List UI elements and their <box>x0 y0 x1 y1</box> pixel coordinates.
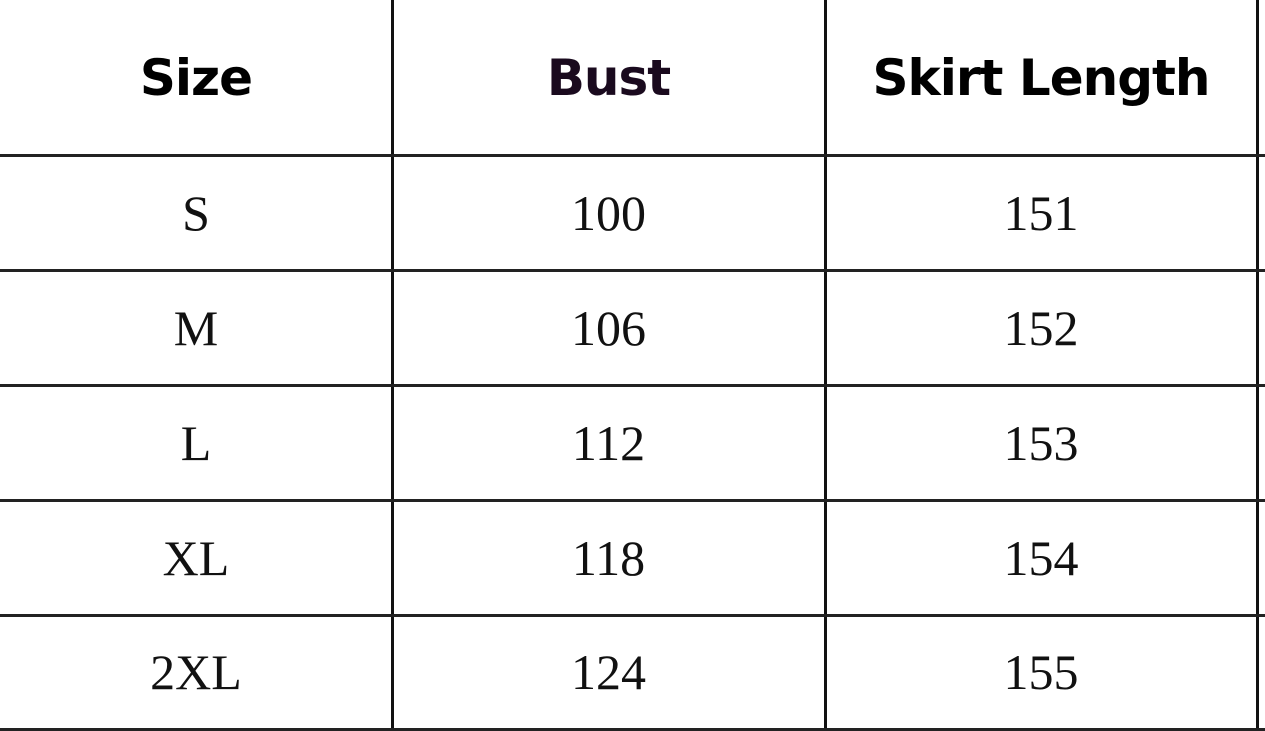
table-cell: 151 <box>1003 184 1079 241</box>
row-divider <box>0 614 1265 617</box>
table-cell: XL <box>162 529 230 586</box>
row-divider <box>0 384 1265 387</box>
row-divider <box>0 499 1265 502</box>
table-cell: L <box>180 414 212 471</box>
table-cell: M <box>173 299 219 356</box>
column-header: Size <box>139 48 253 107</box>
row-divider <box>0 154 1265 157</box>
table-cell: S <box>182 184 210 241</box>
column-header: Bust <box>546 48 671 107</box>
column-divider <box>391 0 394 730</box>
table-cell: 118 <box>571 529 646 586</box>
table-cell: 2XL <box>150 644 242 700</box>
table-cell: 112 <box>571 414 646 471</box>
table-cell: 152 <box>1003 299 1079 356</box>
column-divider <box>1256 0 1259 730</box>
row-divider <box>0 269 1265 272</box>
column-divider <box>824 0 827 730</box>
table-cell: 106 <box>571 299 646 356</box>
table-cell: 153 <box>1003 414 1079 471</box>
table-cell: 100 <box>571 184 646 241</box>
table-cell: 155 <box>1003 644 1079 700</box>
column-header: Skirt Length <box>872 48 1210 107</box>
table-cell: 124 <box>571 644 646 700</box>
table-cell: 154 <box>1003 529 1079 586</box>
